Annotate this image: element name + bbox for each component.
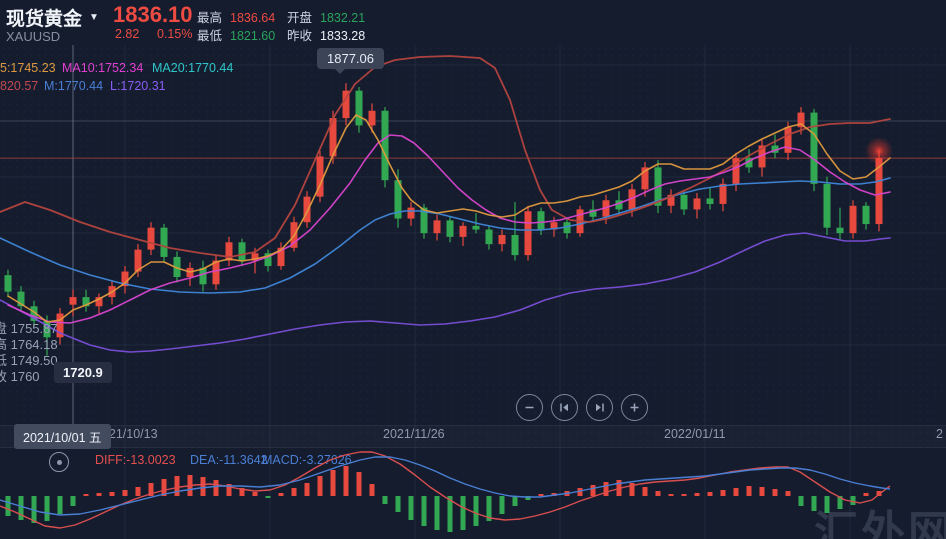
ma20-legend: MA20:1770.44 [152, 61, 234, 75]
macd-dea-label: DEA:-11.3642 [190, 453, 268, 467]
stat-low: 最低 1821.60 [197, 25, 275, 44]
ma10-legend: MA10:1752.34 [62, 61, 144, 75]
peak-price-tooltip: 1877.06 [317, 48, 384, 74]
x-axis-strip [0, 425, 946, 448]
stat-low-value: 1821.60 [230, 29, 276, 43]
zoom-out-button[interactable] [516, 394, 543, 421]
price-change-percent: 0.15% [157, 27, 193, 41]
stat-open: 开盘 1832.21 [287, 7, 365, 26]
macd-value-label: MACD:-3.27626 [262, 453, 352, 467]
last-price: 1836.10 [113, 2, 193, 27]
site-watermark: 汇外网 [814, 508, 946, 539]
stat-open-value: 1832.21 [320, 11, 366, 25]
stat-open-label: 开盘 [287, 11, 313, 25]
stat-high-value: 1836.64 [230, 11, 276, 25]
chevron-down-icon: ▼ [89, 12, 99, 23]
zoom-in-button[interactable] [621, 394, 648, 421]
plus-icon [630, 403, 639, 412]
skip-start-icon [560, 403, 568, 412]
stat-prev-close: 昨收 1833.28 [287, 25, 365, 44]
boll-upper-legend: 820.57 [0, 79, 39, 93]
crosshair-date-tooltip: 2021/10/01 五 [14, 424, 111, 449]
x-axis-label-1: 2021/10/13 [95, 427, 158, 441]
skip-start-button[interactable] [551, 394, 578, 421]
skip-end-button[interactable] [586, 394, 613, 421]
minus-icon [525, 406, 534, 409]
price-change: 2.82 [115, 27, 140, 41]
stat-prev-close-value: 1833.28 [320, 29, 366, 43]
hover-low-label: 低 1749.50 [0, 353, 58, 368]
stat-prev-close-label: 昨收 [287, 29, 313, 43]
hover-close-label: 收 1760 [0, 369, 40, 384]
stat-high: 最高 1836.64 [197, 7, 275, 26]
ma5-legend: 5:1745.23 [0, 61, 56, 75]
macd-settings-icon[interactable] [49, 452, 69, 472]
macd-diff-label: DIFF:-13.0023 [95, 453, 176, 467]
symbol-name: 现货黄金 [6, 9, 83, 30]
x-axis-label-4: 2 [936, 427, 943, 441]
stat-high-label: 最高 [197, 11, 223, 25]
symbol-code: XAUUSD [6, 29, 61, 44]
x-axis-label-3: 2022/01/11 [664, 427, 726, 441]
crosshair-price-tooltip: 1720.9 [54, 362, 112, 383]
boll-mid-legend: M:1770.44 [44, 79, 104, 93]
stat-low-label: 最低 [197, 29, 223, 43]
symbol-selector[interactable]: 现货黄金 ▼ [6, 4, 99, 31]
panel-separator [0, 447, 946, 448]
skip-end-icon [596, 403, 604, 412]
boll-lower-legend: L:1720.31 [110, 79, 166, 93]
hover-open-label: 盘 1755.87 [0, 321, 58, 336]
hover-high-label: 高 1764.18 [0, 337, 58, 352]
x-axis-label-2: 2021/11/26 [383, 427, 445, 441]
